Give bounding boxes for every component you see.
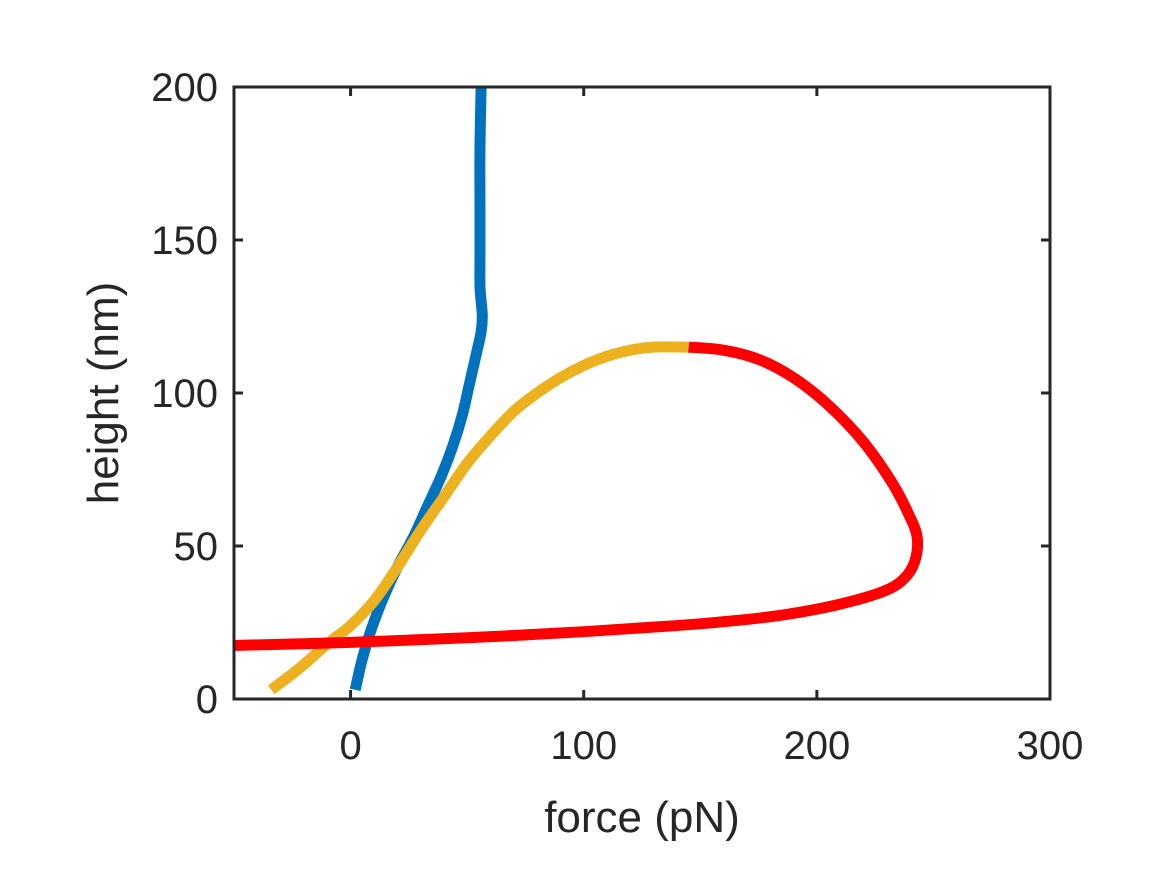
x-tick-label: 300 xyxy=(1017,724,1084,768)
y-tick-label: 200 xyxy=(151,66,218,110)
series-layer xyxy=(234,87,924,695)
y-tick-label: 50 xyxy=(174,525,219,569)
y-axis-label: height (nm) xyxy=(79,282,128,505)
x-tick-label: 0 xyxy=(339,724,361,768)
series-line-2 xyxy=(267,341,689,695)
y-tick-label: 150 xyxy=(151,219,218,263)
x-tick-label: 200 xyxy=(783,724,850,768)
series-line-3 xyxy=(234,341,924,651)
y-tick-label: 100 xyxy=(151,372,218,416)
tick-layer xyxy=(234,85,1052,701)
x-tick-label: 100 xyxy=(550,724,617,768)
x-axis-label: force (pN) xyxy=(544,793,740,842)
tick-label-layer: 0 100 200 300 0 50 100 150 200 xyxy=(151,66,1083,768)
y-tick-label: 0 xyxy=(196,678,218,722)
